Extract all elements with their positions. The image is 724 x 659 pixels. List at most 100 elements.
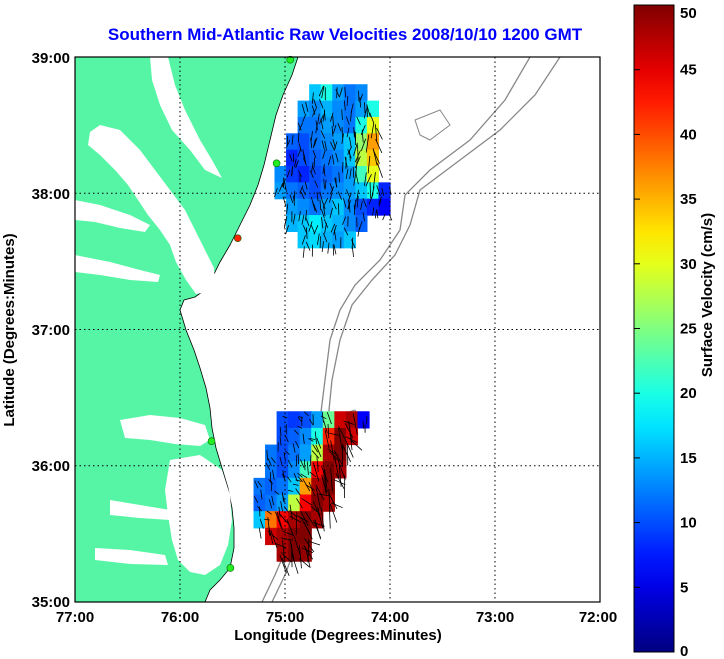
velocity-arrow xyxy=(352,413,358,435)
velocity-arrow xyxy=(295,512,298,535)
velocity-arrow xyxy=(278,506,281,518)
velocity-arrow xyxy=(257,480,263,488)
velocity-cell xyxy=(311,444,324,462)
velocity-cell xyxy=(309,215,322,232)
velocity-arrow xyxy=(275,511,282,528)
velocity-arrow xyxy=(343,100,346,111)
velocity-arrow xyxy=(286,169,291,178)
velocity-arrow xyxy=(263,518,270,521)
velocity-cell xyxy=(265,444,278,462)
velocity-arrow xyxy=(303,544,314,560)
velocity-arrow xyxy=(293,429,299,435)
velocity-cell xyxy=(332,149,345,167)
velocity-arrow xyxy=(300,191,305,200)
velocity-arrow xyxy=(319,199,322,210)
velocity-cell xyxy=(299,411,312,429)
velocity-arrow xyxy=(289,540,295,563)
velocity-arrow xyxy=(341,443,344,468)
velocity-arrow xyxy=(351,440,363,451)
velocity-arrow xyxy=(298,122,303,131)
radar-station-marker xyxy=(233,234,242,243)
velocity-arrow xyxy=(295,479,302,482)
colorbar-tick-label: 30 xyxy=(680,256,697,273)
colorbar-label: Surface Velocity (cm/s) xyxy=(699,213,716,377)
velocity-cell xyxy=(299,444,312,462)
pamlico-sound xyxy=(165,455,232,575)
velocity-arrow xyxy=(343,198,347,208)
velocity-arrow xyxy=(289,153,293,162)
y-tick-label: 39:00 xyxy=(32,50,70,67)
velocity-arrow xyxy=(360,200,363,210)
colorbar-tick-label: 10 xyxy=(680,515,697,532)
velocity-arrow xyxy=(285,224,290,235)
velocity-arrow xyxy=(313,203,318,213)
velocity-arrow xyxy=(333,141,338,151)
velocity-arrow xyxy=(276,511,283,531)
velocity-cell xyxy=(355,116,368,134)
velocity-arrow xyxy=(376,185,381,197)
velocity-arrow xyxy=(319,191,323,201)
velocity-arrow xyxy=(302,149,305,159)
velocity-cell xyxy=(334,411,347,429)
velocity-arrow xyxy=(305,484,315,491)
velocity-cell xyxy=(299,461,312,479)
velocity-arrow xyxy=(369,181,372,199)
velocity-arrow xyxy=(280,501,283,512)
colorbar-tick-label: 20 xyxy=(680,385,697,402)
velocity-cell xyxy=(288,511,301,529)
velocity-arrow xyxy=(338,172,340,183)
velocity-arrow xyxy=(356,189,359,201)
velocity-arrow xyxy=(342,162,344,173)
velocity-arrow xyxy=(328,193,333,203)
radar-station-marker xyxy=(207,437,216,446)
velocity-arrow xyxy=(312,166,316,175)
velocity-arrow xyxy=(303,157,307,166)
velocity-arrow xyxy=(292,213,296,225)
velocity-cell xyxy=(345,411,359,429)
velocity-arrow xyxy=(313,522,325,527)
velocity-arrow xyxy=(304,538,315,553)
velocity-cell xyxy=(288,444,301,462)
velocity-cell xyxy=(343,166,356,183)
velocity-arrow xyxy=(301,214,305,225)
velocity-arrow xyxy=(304,181,308,190)
velocity-arrow xyxy=(313,98,318,109)
velocity-arrow xyxy=(369,112,375,124)
velocity-arrow xyxy=(378,196,382,204)
velocity-arrow xyxy=(301,234,306,245)
velocity-arrow xyxy=(303,411,309,417)
velocity-cell xyxy=(320,198,333,216)
velocity-arrow xyxy=(371,186,375,199)
velocity-arrow xyxy=(323,197,329,206)
velocity-arrow xyxy=(332,124,337,134)
velocity-arrow xyxy=(323,469,327,493)
velocity-arrow xyxy=(337,122,342,132)
velocity-arrow xyxy=(292,443,296,453)
velocity-arrow xyxy=(338,427,343,451)
velocity-arrow xyxy=(271,495,275,506)
velocity-arrow xyxy=(350,239,356,249)
velocity-arrow xyxy=(331,154,335,165)
velocity-cell xyxy=(288,411,301,429)
velocity-arrow xyxy=(346,95,349,106)
velocity-arrow xyxy=(329,112,334,122)
velocity-arrow xyxy=(302,433,305,444)
velocity-cell xyxy=(320,182,333,200)
x-tick-label: 72:00 xyxy=(579,609,617,626)
velocity-arrow xyxy=(305,241,311,251)
velocity-arrow xyxy=(323,218,329,229)
velocity-arrow xyxy=(313,519,322,539)
velocity-arrow xyxy=(303,522,313,540)
velocity-cell xyxy=(253,494,266,512)
velocity-cell xyxy=(311,411,324,429)
velocity-arrow xyxy=(342,444,351,463)
colorbar-tick-label: 5 xyxy=(680,579,688,596)
velocity-arrow xyxy=(345,189,351,198)
colorbar-tick-label: 45 xyxy=(680,62,697,79)
velocity-arrow xyxy=(266,510,272,515)
colorbar-tick-label: 15 xyxy=(680,450,697,467)
velocity-arrow xyxy=(300,459,305,468)
velocity-arrow xyxy=(334,457,340,480)
velocity-cell xyxy=(320,166,333,183)
